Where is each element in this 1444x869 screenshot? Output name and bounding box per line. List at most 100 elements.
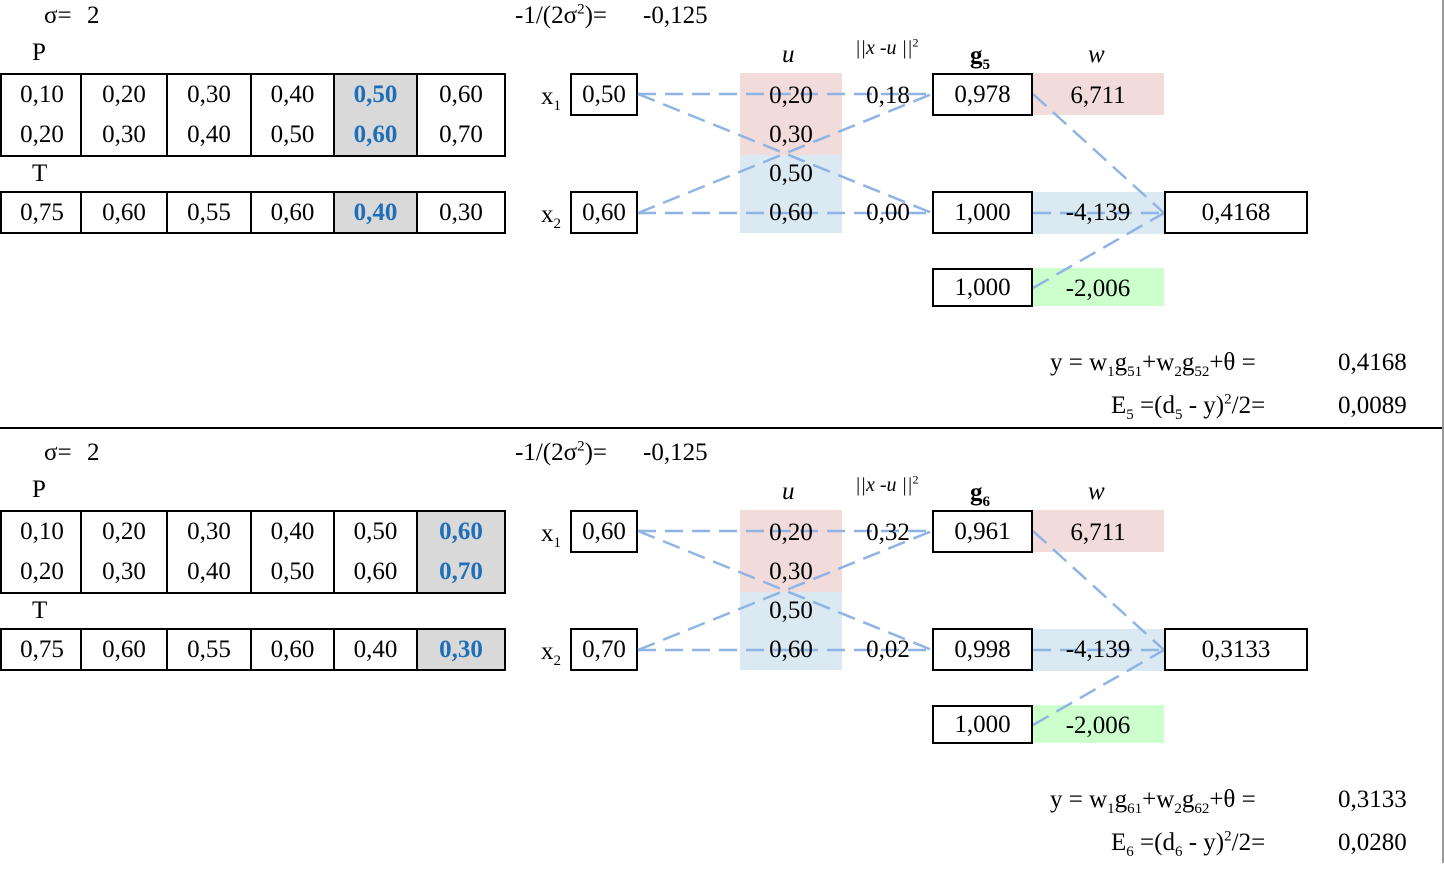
panel-divider bbox=[0, 427, 1444, 429]
error-formula-part: =(d bbox=[1133, 392, 1175, 419]
y-formula: y = w1g51+w2g52+θ = bbox=[1050, 349, 1256, 380]
network-connection-lines bbox=[637, 92, 1165, 290]
g-header-text: g bbox=[970, 42, 983, 69]
g-header-sub: 5 bbox=[982, 57, 991, 73]
g-value-box: 0,978 bbox=[932, 73, 1033, 116]
g-header-sub: 6 bbox=[982, 494, 991, 510]
w-header: w bbox=[1088, 478, 1105, 505]
x2-label: x2 bbox=[541, 202, 561, 232]
sigma-value: 2 bbox=[87, 439, 100, 466]
p-matrix-cell: 0,70 bbox=[416, 114, 506, 157]
error-formula-part: =(d bbox=[1133, 829, 1175, 856]
t-matrix-cell: 0,55 bbox=[166, 191, 252, 234]
y-formula-part: g bbox=[1114, 786, 1128, 813]
x2-label: x2 bbox=[541, 638, 561, 669]
x2-label-text: x bbox=[541, 638, 554, 665]
distance-header-sup: 2 bbox=[912, 472, 919, 487]
error-formula-part: /2= bbox=[1231, 829, 1266, 856]
y-formula-part: +θ = bbox=[1209, 786, 1256, 813]
error-formula-sup: 2 bbox=[1224, 391, 1232, 408]
u-value: 0,50 bbox=[769, 160, 813, 187]
g-value-box: 1,000 bbox=[932, 191, 1033, 234]
t-matrix-cell: 0,55 bbox=[166, 628, 252, 671]
y-value: 0,4168 bbox=[1338, 349, 1407, 376]
u-value: 0,50 bbox=[769, 597, 813, 624]
t-matrix-cell: 0,60 bbox=[250, 628, 335, 671]
y-formula-sub: 1 bbox=[1107, 364, 1115, 380]
distance-header-text: ||x -u || bbox=[855, 474, 913, 496]
coefficient-label-end: )= bbox=[584, 439, 608, 466]
y-formula-part: g bbox=[1181, 786, 1195, 813]
x1-label-text: x bbox=[541, 83, 554, 110]
error-value: 0,0089 bbox=[1338, 392, 1407, 419]
w-green-background bbox=[1033, 705, 1164, 743]
x2-label-sub: 2 bbox=[553, 216, 562, 232]
coefficient-label-end: )= bbox=[584, 2, 608, 29]
error-formula-sub: 6 bbox=[1126, 844, 1134, 860]
u-value: 0,30 bbox=[769, 121, 813, 148]
p-matrix-cell: 0,40 bbox=[250, 73, 335, 116]
w-value: -4,139 bbox=[1065, 199, 1131, 226]
x1-input-box: 0,50 bbox=[570, 73, 638, 116]
coefficient-value: -0,125 bbox=[643, 439, 708, 466]
w-green-background bbox=[1033, 268, 1164, 306]
w-value: -4,139 bbox=[1065, 636, 1131, 663]
dashed-connection-line bbox=[637, 92, 933, 215]
p-matrix-cell: 0,60 bbox=[333, 551, 418, 594]
p-matrix-cell: 0,20 bbox=[80, 73, 168, 116]
x2-input-box: 0,70 bbox=[570, 628, 638, 671]
y-formula-part: y = w bbox=[1050, 786, 1108, 813]
t-matrix-cell: 0,60 bbox=[250, 191, 335, 234]
u-header: u bbox=[782, 41, 795, 68]
calc-panel: σ= 2 -1/(2σ2)= -0,125 P T 0,10 0,20 0,30 0,40 0,50… bbox=[0, 0, 1444, 432]
g-value-box: 1,000 bbox=[932, 268, 1033, 307]
u-value: 0,20 bbox=[769, 519, 813, 546]
w-red-background bbox=[1033, 73, 1164, 115]
output-box: 0,3133 bbox=[1164, 628, 1308, 671]
p-matrix-label: P bbox=[32, 39, 46, 66]
y-formula-sub: 51 bbox=[1127, 364, 1143, 380]
g-value-box: 0,998 bbox=[932, 628, 1033, 671]
dashed-connection-line bbox=[1032, 530, 1165, 651]
error-formula-part: E bbox=[1111, 829, 1127, 856]
error-formula-sub: 6 bbox=[1174, 844, 1183, 860]
dashed-connection-line bbox=[637, 92, 933, 215]
output-box: 0,4168 bbox=[1164, 191, 1308, 234]
y-formula-part: +θ = bbox=[1209, 349, 1256, 376]
u-red-background bbox=[740, 510, 842, 592]
w-value: 6,711 bbox=[1070, 82, 1126, 109]
coefficient-label-sup: 2 bbox=[577, 1, 585, 18]
x1-label: x1 bbox=[541, 83, 561, 114]
x1-label-sub: 1 bbox=[553, 535, 562, 551]
error-formula: E6 =(d6 - y)2/2= bbox=[1111, 829, 1266, 859]
y-formula-sub: 2 bbox=[1174, 801, 1182, 817]
coefficient-value: -0,125 bbox=[643, 2, 708, 29]
x1-label-sub: 1 bbox=[553, 98, 562, 114]
t-matrix-cell: 0,40 bbox=[333, 191, 418, 234]
error-formula-part: E bbox=[1111, 392, 1127, 419]
p-matrix-cell: 0,30 bbox=[166, 510, 252, 553]
y-formula-part: +w bbox=[1142, 349, 1175, 376]
dashed-connection-line bbox=[637, 529, 933, 652]
right-edge-line bbox=[1442, 0, 1444, 863]
distance-header-sup: 2 bbox=[912, 35, 919, 50]
t-matrix-cell: 0,30 bbox=[416, 628, 506, 671]
error-formula-sub: 5 bbox=[1126, 407, 1134, 423]
w-value: -2,006 bbox=[1065, 275, 1131, 302]
y-formula-sub: 2 bbox=[1174, 364, 1182, 380]
distance-header: ||x -u ||2 bbox=[855, 472, 919, 496]
g-value-box: 1,000 bbox=[932, 705, 1033, 744]
y-formula-sub: 1 bbox=[1107, 801, 1115, 817]
u-blue-background bbox=[740, 155, 842, 233]
t-matrix-cell: 0,40 bbox=[333, 628, 418, 671]
p-matrix-cell: 0,60 bbox=[416, 73, 506, 116]
t-matrix-cell: 0,30 bbox=[416, 191, 506, 234]
u-value: 0,60 bbox=[769, 199, 813, 226]
coefficient-label-part: -1/(2σ bbox=[515, 439, 578, 466]
u-value: 0,20 bbox=[769, 82, 813, 109]
coefficient-label: -1/(2σ2)= bbox=[515, 1, 608, 29]
error-formula-part: - y) bbox=[1182, 829, 1225, 856]
w-value: 6,711 bbox=[1070, 519, 1126, 546]
y-formula-sub: 62 bbox=[1194, 801, 1210, 817]
dashed-connection-line bbox=[1032, 648, 1165, 727]
